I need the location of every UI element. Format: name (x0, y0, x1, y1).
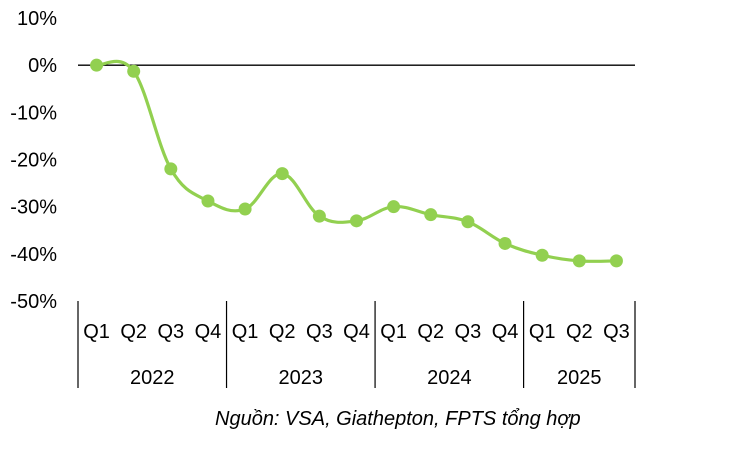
y-tick-label: -40% (10, 244, 57, 266)
data-point (312, 209, 326, 223)
data-point (535, 248, 549, 262)
x-tick-label: Q3 (455, 321, 482, 343)
data-point (127, 64, 141, 78)
data-point (90, 58, 104, 72)
x-tick-label: Q1 (529, 321, 556, 343)
x-tick-label: Q3 (157, 321, 184, 343)
source-note: Nguồn: VSA, Giathepton, FPTS tổng hợp (215, 408, 581, 430)
series-line (94, 59, 619, 263)
year-label: 2022 (130, 367, 175, 389)
y-tick-label: -10% (10, 102, 57, 124)
y-tick-label: -30% (10, 197, 57, 219)
data-point (387, 200, 401, 214)
x-tick-label: Q2 (566, 321, 593, 343)
data-point (498, 236, 512, 250)
x-tick-label: Q4 (343, 321, 370, 343)
data-point (350, 214, 363, 228)
year-label: 2025 (557, 367, 602, 389)
x-tick-label: Q4 (492, 321, 519, 343)
y-tick-label: -20% (10, 150, 57, 172)
x-tick-label: Q2 (269, 321, 296, 343)
data-point (609, 254, 623, 268)
data-point (461, 215, 475, 229)
data-point (201, 194, 215, 208)
data-point (238, 202, 252, 216)
x-tick-label: Q2 (120, 321, 147, 343)
x-tick-label: Q3 (603, 321, 630, 343)
x-tick-label: Q3 (306, 321, 333, 343)
x-tick-label: Q1 (83, 321, 110, 343)
y-tick-label: -50% (10, 291, 57, 313)
data-point (424, 208, 438, 222)
y-tick-label: 0% (28, 55, 57, 77)
data-point (572, 254, 586, 268)
y-tick-label: 10% (17, 8, 57, 30)
year-label: 2024 (427, 367, 472, 389)
data-point (164, 162, 178, 176)
data-point (275, 167, 289, 181)
x-tick-label: Q1 (380, 321, 407, 343)
x-tick-label: Q4 (195, 321, 222, 343)
year-label: 2023 (279, 367, 324, 389)
x-tick-label: Q1 (232, 321, 259, 343)
x-tick-label: Q2 (417, 321, 444, 343)
